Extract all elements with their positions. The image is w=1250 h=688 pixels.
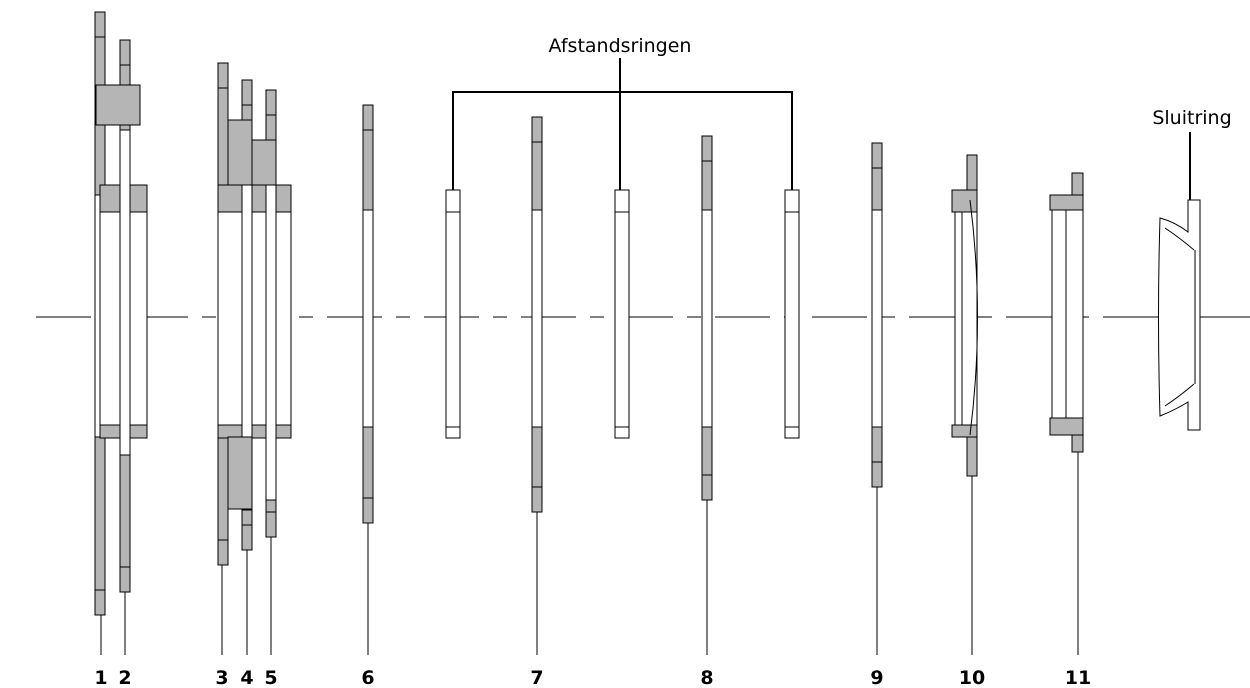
lock-ring-inner bbox=[1164, 227, 1195, 407]
part-shape bbox=[227, 119, 253, 186]
part-label: 11 bbox=[1065, 667, 1091, 688]
lock-ring-callout: Sluitring bbox=[1152, 107, 1231, 129]
part-shape bbox=[701, 135, 713, 211]
part-shape bbox=[1051, 209, 1084, 419]
part-shape bbox=[265, 499, 277, 538]
part-shape bbox=[784, 189, 800, 439]
part-shape bbox=[871, 426, 883, 488]
spacer-bracket bbox=[452, 58, 793, 190]
part-shape bbox=[119, 454, 131, 593]
part-shape bbox=[1049, 194, 1084, 211]
part-shape bbox=[871, 142, 883, 211]
part-label: 5 bbox=[264, 667, 277, 688]
part-label: 3 bbox=[215, 667, 228, 688]
part-label: 4 bbox=[240, 667, 253, 688]
part-shape bbox=[217, 424, 292, 439]
part-shape bbox=[251, 139, 277, 186]
part-shape bbox=[871, 209, 883, 428]
part-shape bbox=[94, 436, 106, 616]
part-shape bbox=[362, 426, 374, 524]
part-shape bbox=[217, 436, 229, 566]
part-shape bbox=[951, 189, 978, 213]
part-shape bbox=[701, 209, 713, 428]
part-shape bbox=[531, 426, 543, 513]
part-shape bbox=[265, 149, 277, 501]
spacer-callout: Afstandsringen bbox=[549, 35, 692, 57]
part-shape bbox=[119, 129, 131, 456]
ring-profile bbox=[961, 199, 978, 436]
parts bbox=[94, 11, 1201, 616]
part-shape bbox=[217, 211, 292, 426]
part-label: 9 bbox=[870, 667, 883, 688]
part-label: 8 bbox=[700, 667, 713, 688]
part-shape bbox=[614, 189, 630, 439]
part-shape bbox=[227, 436, 253, 510]
part-shape bbox=[445, 189, 461, 439]
part-shape bbox=[954, 211, 978, 426]
part-shape bbox=[217, 62, 229, 186]
part-shape bbox=[701, 426, 713, 501]
part-shape bbox=[951, 424, 978, 438]
part-label: 7 bbox=[530, 667, 543, 688]
part-label: 6 bbox=[361, 667, 374, 688]
part-shape bbox=[95, 84, 141, 126]
lock-ring bbox=[1158, 199, 1201, 431]
part-shape bbox=[531, 209, 543, 428]
part-shape bbox=[217, 184, 292, 213]
part-shape bbox=[241, 509, 253, 551]
part-label: 2 bbox=[118, 667, 131, 688]
part-label: 10 bbox=[959, 667, 985, 688]
part-label: 1 bbox=[94, 667, 107, 688]
part-shape bbox=[362, 209, 374, 428]
part-shape bbox=[362, 104, 374, 211]
part-shape bbox=[531, 116, 543, 211]
part-labels: 1 2 3 4 5 6 7 8 9 10 11 bbox=[94, 452, 1091, 688]
part-shape bbox=[1049, 417, 1084, 436]
